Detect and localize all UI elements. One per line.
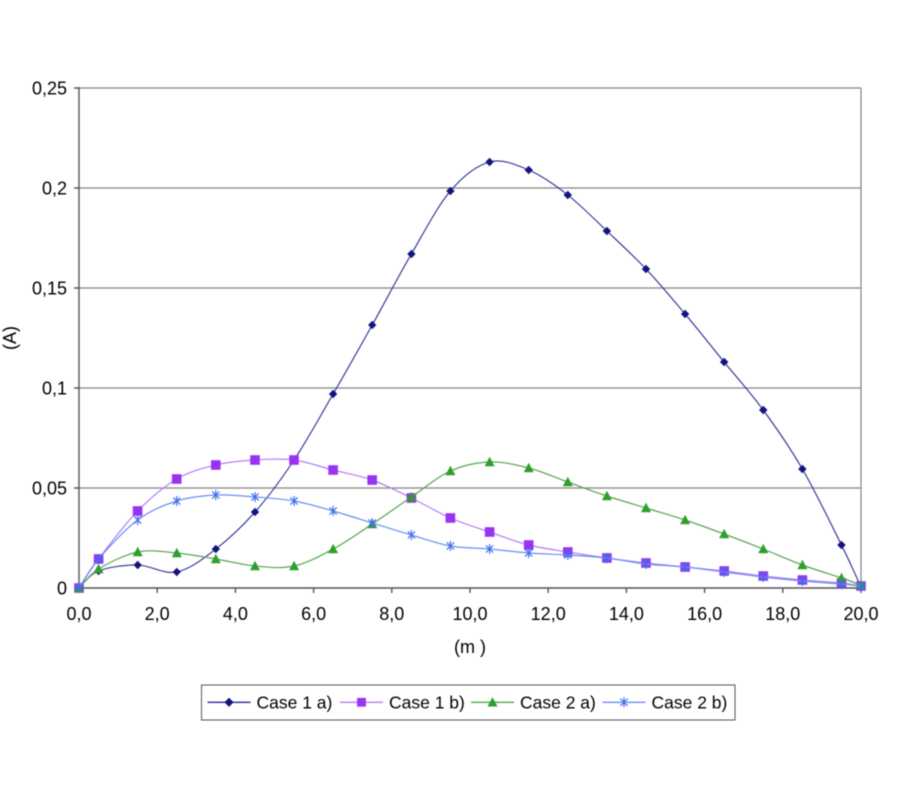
svg-text:0,15: 0,15 — [32, 279, 67, 299]
svg-text:16,0: 16,0 — [687, 604, 722, 624]
svg-text:12,0: 12,0 — [531, 604, 566, 624]
svg-text:6,0: 6,0 — [301, 604, 326, 624]
svg-text:4,0: 4,0 — [223, 604, 248, 624]
svg-text:14,0: 14,0 — [609, 604, 644, 624]
svg-text:2,0: 2,0 — [145, 604, 170, 624]
svg-text:0,05: 0,05 — [32, 479, 67, 499]
svg-text:Case 2 a): Case 2 a) — [520, 692, 596, 712]
svg-text:18,0: 18,0 — [765, 604, 800, 624]
svg-text:0,25: 0,25 — [32, 79, 67, 99]
svg-text:Case 1 b): Case 1 b) — [389, 692, 465, 712]
svg-text:0: 0 — [57, 579, 67, 599]
svg-text:0,1: 0,1 — [42, 379, 67, 399]
svg-text:Case 2 b): Case 2 b) — [652, 692, 728, 712]
svg-text:8,0: 8,0 — [379, 604, 404, 624]
svg-text:0,2: 0,2 — [42, 179, 67, 199]
svg-text:10,0: 10,0 — [452, 604, 487, 624]
svg-text:(m ): (m ) — [454, 637, 486, 657]
svg-text:Case 1 a): Case 1 a) — [257, 692, 333, 712]
svg-text:(A): (A) — [0, 326, 20, 350]
svg-text:20,0: 20,0 — [843, 604, 878, 624]
svg-text:0,0: 0,0 — [66, 604, 91, 624]
